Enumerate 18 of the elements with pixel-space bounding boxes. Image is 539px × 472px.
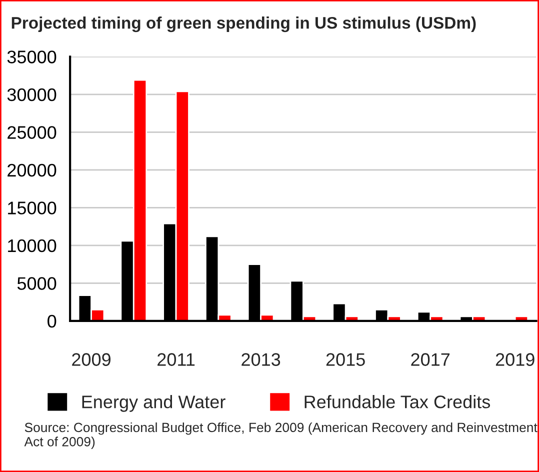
y-tick-label: 30000 <box>7 88 56 102</box>
y-tick-label: 5000 <box>17 277 56 290</box>
y-tick-label: 25000 <box>8 126 56 139</box>
y-tick-label: 10000 <box>8 239 56 252</box>
legend-label: Refundable Tax Credits <box>304 395 490 408</box>
y-tick-label: 35000 <box>7 50 56 64</box>
y-tick-label: 20000 <box>8 164 56 177</box>
chart-title: Projected timing of green spending in US stimulus (USDm) <box>12 16 476 32</box>
x-tick-label: 2019 <box>496 353 534 366</box>
x-tick-label: 2017 <box>411 353 450 366</box>
x-tick-label: 2013 <box>242 353 280 366</box>
y-tick-label: 15000 <box>8 202 56 214</box>
source-note: Source: Congressional Budget Office, Feb 2009 (American Recovery and Reinvestment Act of 2009) <box>24 422 538 449</box>
y-tick-label: 0 <box>48 314 56 328</box>
x-tick-label: 2015 <box>326 353 365 366</box>
x-tick-label: 2011 <box>158 353 195 366</box>
x-tick-label: 2009 <box>72 353 110 366</box>
legend-label: Energy and Water <box>82 395 226 412</box>
